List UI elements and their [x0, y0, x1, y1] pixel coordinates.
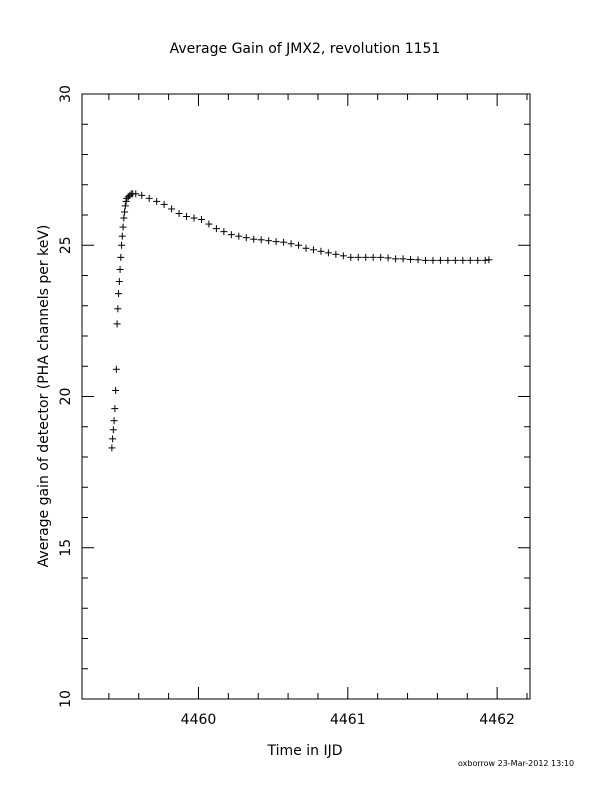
data-point: [369, 253, 377, 261]
data-point: [110, 417, 118, 425]
y-axis-label: Average gain of detector (PHA channels p…: [36, 225, 52, 568]
data-point: [324, 249, 332, 257]
data-point: [474, 256, 482, 264]
data-point: [122, 197, 130, 205]
data-point: [118, 241, 126, 249]
plot-frame: [81, 93, 531, 700]
data-point: [121, 208, 129, 216]
data-point: [108, 444, 116, 452]
x-axis-tick-labels: 4460 4461 4462: [181, 712, 515, 728]
data-point: [175, 209, 183, 217]
data-point: [451, 256, 459, 264]
data-point: [377, 253, 385, 261]
data-point: [120, 214, 128, 222]
data-point: [444, 256, 452, 264]
data-point: [190, 214, 198, 222]
data-point: [168, 205, 176, 213]
data-point: [114, 305, 122, 313]
y-tick-label: 10: [58, 690, 74, 708]
data-point: [109, 435, 117, 443]
data-point: [407, 255, 415, 263]
data-point: [117, 253, 125, 261]
data-point: [414, 256, 422, 264]
data-point: [227, 231, 235, 239]
data-point: [481, 256, 489, 264]
data-point: [111, 405, 119, 413]
data-points: [108, 190, 493, 452]
data-point: [392, 255, 400, 263]
data-point: [132, 190, 140, 198]
data-point: [235, 232, 243, 240]
data-point: [399, 255, 407, 263]
data-point: [109, 426, 117, 434]
data-point: [212, 225, 220, 233]
y-axis-ticks: [82, 93, 530, 700]
chart-title: Average Gain of JMX2, revolution 1151: [170, 41, 441, 57]
data-point: [113, 320, 121, 328]
data-point: [220, 228, 228, 236]
data-point: [115, 290, 123, 298]
y-axis-tick-labels: 10 15 20 25 30: [58, 85, 74, 708]
x-tick-label: 4462: [479, 712, 515, 728]
data-point: [429, 256, 437, 264]
data-point: [183, 213, 191, 221]
data-point: [466, 256, 474, 264]
data-point: [280, 238, 288, 246]
y-tick-label: 30: [58, 85, 74, 103]
data-point: [119, 223, 127, 231]
x-tick-label: 4460: [181, 712, 217, 728]
x-tick-label: 4461: [330, 712, 366, 728]
data-point: [118, 232, 126, 240]
data-point: [287, 240, 295, 248]
data-point: [436, 256, 444, 264]
data-point: [257, 236, 265, 244]
data-point: [421, 256, 429, 264]
data-point: [309, 246, 317, 254]
data-point: [112, 386, 120, 394]
data-point: [362, 253, 370, 261]
data-point: [339, 252, 347, 260]
data-point: [459, 256, 467, 264]
data-point: [354, 253, 362, 261]
footer-stamp: oxborrow 23-Mar-2012 13:10: [458, 759, 575, 768]
data-point: [126, 191, 134, 199]
y-tick-label: 15: [58, 539, 74, 557]
data-point: [112, 365, 120, 373]
data-point: [317, 247, 325, 255]
data-point: [121, 202, 129, 210]
data-point: [242, 234, 250, 242]
data-point: [115, 278, 123, 286]
data-point: [153, 197, 161, 205]
x-axis-label: Time in IJD: [267, 743, 343, 759]
data-point: [302, 244, 310, 252]
data-point: [384, 254, 392, 262]
data-point: [123, 194, 131, 202]
data-point: [197, 216, 205, 224]
data-point: [138, 191, 146, 199]
data-point: [272, 238, 280, 246]
x-axis-ticks: [108, 94, 528, 699]
y-tick-label: 25: [58, 236, 74, 254]
data-point: [485, 256, 493, 264]
data-point: [124, 193, 132, 201]
data-point: [295, 241, 303, 249]
data-point: [145, 194, 153, 202]
y-tick-label: 20: [58, 388, 74, 406]
data-point: [332, 250, 340, 258]
data-point: [347, 253, 355, 261]
data-point: [205, 220, 213, 228]
data-point: [265, 237, 273, 245]
data-point: [116, 265, 124, 273]
data-point: [160, 200, 168, 208]
data-point: [250, 235, 258, 243]
